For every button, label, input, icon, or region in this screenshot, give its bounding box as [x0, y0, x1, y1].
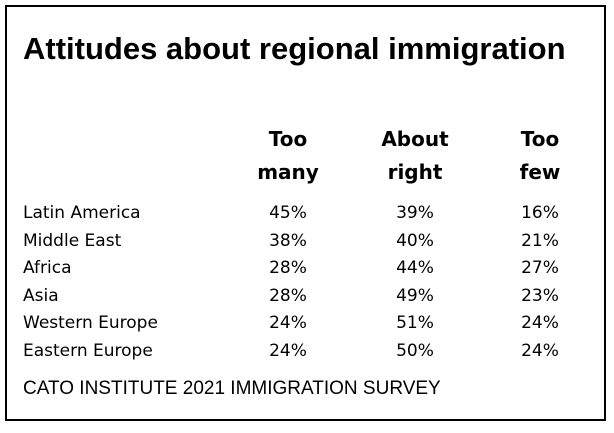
table-cell: 45%	[269, 203, 307, 223]
table-row: Western Europe 24% 51% 24%	[0, 310, 600, 337]
row-label: Eastern Europe	[23, 341, 153, 361]
table-cell: 50%	[396, 341, 434, 361]
row-label: Asia	[23, 285, 59, 306]
table-cell: 49%	[396, 285, 434, 306]
row-label: Middle East	[23, 230, 122, 251]
table-row: Latin America 45% 39% 16%	[0, 200, 600, 227]
table-row: Africa 28% 44% 27%	[0, 255, 600, 282]
table-cell: 24%	[521, 341, 559, 361]
table-row: Asia 28% 49% 23%	[0, 283, 600, 310]
table-cell: 28%	[269, 285, 307, 306]
table-cell: 38%	[269, 230, 307, 251]
column-header: About right	[381, 127, 449, 184]
table-cell: 51%	[396, 313, 434, 334]
table-cell: 28%	[269, 258, 307, 279]
row-label: Africa	[23, 258, 72, 279]
table-cell: 39%	[396, 203, 434, 223]
column-header: Too few	[519, 127, 561, 184]
row-label: Western Europe	[23, 313, 158, 334]
table-cell: 24%	[269, 313, 307, 334]
table-cell: 24%	[269, 341, 307, 361]
table-row: Middle East 38% 40% 21%	[0, 228, 600, 255]
table-frame	[5, 5, 606, 421]
column-header: Too many	[257, 127, 319, 184]
table-cell: 40%	[396, 230, 434, 251]
table-cell: 24%	[521, 313, 559, 334]
source-note: CATO INSTITUTE 2021 IMMIGRATION SURVEY	[23, 378, 441, 399]
table-cell: 27%	[521, 258, 559, 279]
table-cell: 21%	[521, 230, 559, 251]
table-row: Eastern Europe 24% 50% 24%	[0, 338, 600, 365]
row-label: Latin America	[23, 203, 141, 223]
table-cell: 16%	[521, 203, 559, 223]
table-cell: 44%	[396, 258, 434, 279]
table-title: Attitudes about regional immigration	[23, 31, 566, 66]
table-cell: 23%	[521, 285, 559, 306]
